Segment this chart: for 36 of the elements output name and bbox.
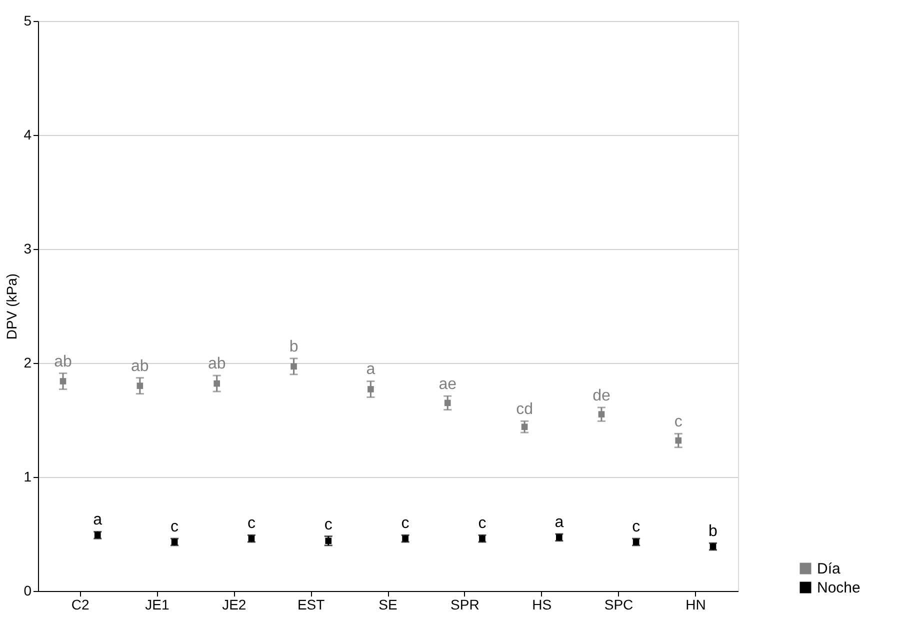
x-tick-label: HN	[686, 596, 706, 612]
data-label: a	[554, 514, 564, 531]
data-label: c	[632, 518, 640, 536]
y-tick-label: 4	[24, 126, 32, 142]
x-tick-label: SE	[378, 596, 398, 612]
data-label: c	[401, 515, 410, 532]
y-tick-label: 2	[24, 354, 32, 370]
data-label: ae	[438, 376, 457, 394]
data-label: c	[247, 515, 256, 532]
y-axis-title: DPV (kPa)	[4, 273, 20, 340]
x-tick-label: SPC	[604, 596, 634, 612]
data-label: ab	[54, 353, 72, 370]
data-label: a	[93, 512, 102, 529]
y-tick-label: 1	[24, 468, 32, 484]
x-tick-label: JE1	[145, 596, 170, 612]
x-tick-label: JE2	[222, 596, 246, 612]
y-tick-label: 3	[24, 240, 32, 256]
y-tick-label: 5	[24, 12, 32, 28]
y-tick-label: 0	[24, 582, 32, 598]
data-label: c	[324, 516, 332, 534]
data-label: ab	[208, 356, 226, 373]
x-tick-label: C2	[71, 596, 90, 612]
x-tick-label: SPR	[450, 596, 480, 612]
data-label: cd	[516, 401, 533, 418]
data-label: c	[170, 518, 179, 536]
data-label: ab	[131, 358, 149, 375]
data-label: a	[366, 361, 376, 378]
legend-label: Día	[817, 560, 841, 578]
x-tick-label: EST	[297, 596, 326, 612]
data-label: b	[708, 523, 718, 540]
data-label: c	[674, 414, 682, 431]
x-tick-label: HS	[532, 596, 552, 612]
data-label: de	[592, 387, 610, 404]
data-label: b	[289, 338, 298, 356]
data-label: c	[478, 515, 486, 532]
legend-label: Noche	[817, 580, 860, 596]
